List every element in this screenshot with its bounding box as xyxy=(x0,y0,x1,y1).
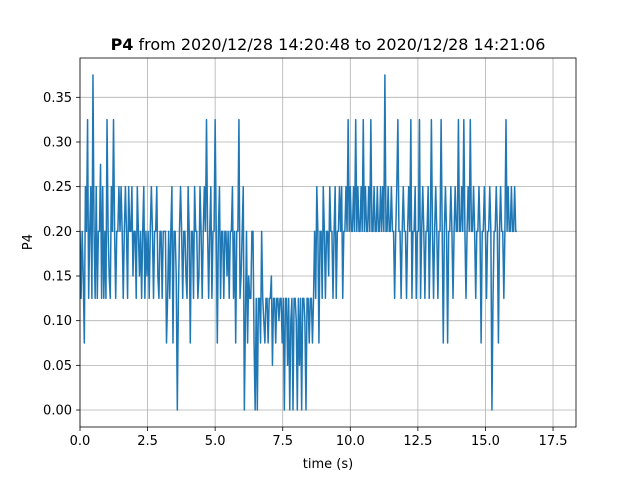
x-tick-label: 12.5 xyxy=(403,434,432,449)
x-axis: 0.0 2.5 5.0 7.5 10.0 12.5 15.0 17.5 xyxy=(70,427,568,449)
y-tick-label: 0.00 xyxy=(43,404,72,419)
x-tick-label: 17.5 xyxy=(539,434,568,449)
y-tick-label: 0.10 xyxy=(43,314,72,329)
x-tick-label: 5.0 xyxy=(205,434,226,449)
chart-title: P4 from 2020/12/28 14:20:48 to 2020/12/2… xyxy=(111,35,546,54)
y-tick-label: 0.15 xyxy=(43,270,72,285)
plot-frame xyxy=(79,57,577,428)
x-tick-label: 15.0 xyxy=(471,434,500,449)
y-tick-label: 0.20 xyxy=(43,225,72,240)
chart-title-bold: P4 xyxy=(111,35,134,54)
x-tick-label: 7.5 xyxy=(272,434,293,449)
series-line xyxy=(80,74,517,411)
data-series xyxy=(80,74,517,411)
y-tick-label: 0.35 xyxy=(43,91,72,106)
y-axis-label: P4 xyxy=(21,234,36,250)
y-tick-label: 0.30 xyxy=(43,135,72,150)
y-axis: 0.00 0.05 0.10 0.15 0.20 0.25 0.30 0.35 xyxy=(43,91,80,419)
y-tick-label: 0.05 xyxy=(43,359,72,374)
chart-title-rest: from 2020/12/28 14:20:48 to 2020/12/28 1… xyxy=(133,35,545,54)
y-tick-label: 0.25 xyxy=(43,180,72,195)
x-axis-label: time (s) xyxy=(303,457,353,472)
x-tick-label: 0.0 xyxy=(70,434,91,449)
x-tick-label: 2.5 xyxy=(137,434,158,449)
x-tick-label: 10.0 xyxy=(336,434,365,449)
